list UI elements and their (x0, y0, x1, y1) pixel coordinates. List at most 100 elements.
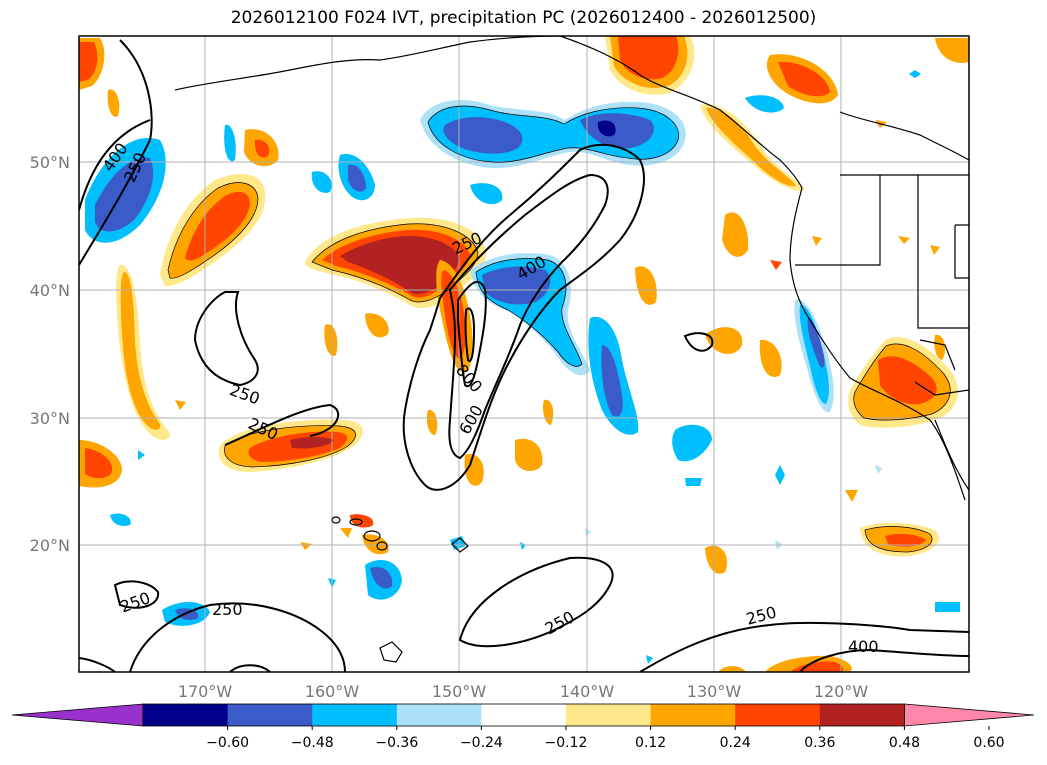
precip-positive-region (107, 89, 120, 117)
precip-positive-region (362, 534, 389, 555)
colorbar-segment (396, 704, 482, 726)
colorbar-segment (735, 704, 821, 726)
precip-positive-region (324, 324, 338, 356)
lon-label: 140°W (560, 682, 615, 701)
precip-positive-region (934, 334, 946, 360)
precip-negative-region (646, 655, 653, 664)
colorbar-segment (566, 704, 652, 726)
precip-negative-region (875, 465, 882, 474)
precip-positive-region (718, 666, 746, 672)
precip-negative-region (672, 424, 712, 462)
precip-negative-region (370, 566, 393, 589)
precip-positive-region (898, 236, 910, 244)
precip-negative-region (110, 513, 131, 526)
map-border (78, 35, 970, 673)
longitude-axis: 170°W 160°W 150°W 140°W 130°W 120°W (178, 682, 869, 701)
precip-positive-region (79, 42, 98, 82)
colorbar-tick-label: −0.24 (460, 735, 503, 751)
lon-label: 120°W (814, 682, 869, 701)
precip-positive-region (426, 409, 438, 435)
colorbar-segment (143, 704, 229, 726)
precip-positive-region (845, 490, 858, 502)
lat-label: 20°N (30, 536, 70, 555)
precip-negative-region (224, 124, 236, 162)
precip-positive-region (778, 61, 830, 97)
lon-label: 130°W (687, 682, 742, 701)
precip-negative-region (443, 117, 523, 154)
colorbar-segment (650, 704, 736, 726)
lon-label: 150°W (432, 682, 487, 701)
precip-positive-region (885, 533, 926, 547)
colorbar-segment (819, 704, 905, 726)
colorbar-tick-label: −0.60 (206, 735, 249, 751)
precip-negative-region (470, 183, 503, 205)
colorbar-border (142, 703, 905, 727)
precip-positive-region (935, 38, 969, 63)
colorbar-tick-label: 0.12 (635, 735, 666, 751)
precip-positive-region (812, 236, 822, 246)
colorbar-segment (227, 704, 313, 726)
precip-negative-region (909, 70, 921, 78)
precip-positive-region (705, 545, 728, 574)
precip-negative-region (601, 345, 623, 417)
precip-outlines (167, 105, 951, 553)
colorbar-tick-label: 0.24 (720, 735, 751, 751)
contour-label: 400 (848, 637, 879, 656)
gridlines (79, 36, 969, 672)
precip-negative-region (138, 450, 145, 460)
ivt-contours (79, 39, 969, 672)
lon-label: 160°W (305, 682, 360, 701)
colorbar-tick-label: 0.36 (804, 735, 835, 751)
precip-positive-region (290, 437, 334, 449)
lon-label: 170°W (178, 682, 233, 701)
precip-positive-region (340, 236, 460, 295)
precip-positive-region (930, 245, 940, 255)
precip-positive-region (340, 528, 352, 538)
precip-positive-region (878, 356, 937, 405)
coastlines (174, 36, 969, 501)
precip-negative-region (520, 542, 526, 550)
precip-positive-region (185, 191, 250, 261)
hawaii-islands (331, 516, 469, 663)
colorbar-tick-label: −0.48 (291, 735, 334, 751)
lat-label: 40°N (30, 281, 70, 300)
precip-negative-region (807, 318, 825, 368)
precip-positive-region (515, 438, 543, 472)
precip-positive-region (300, 542, 312, 550)
precip-negative-region (348, 164, 366, 192)
colorbar: −0.60 −0.48 −0.36 −0.24 −0.12 0.12 0.24 0.36 0.4… (11, 703, 1035, 751)
precip-positive-region (175, 400, 186, 410)
precip-positive-region (770, 260, 782, 270)
precip-negative-region (311, 171, 332, 193)
precip-positive-region (635, 266, 657, 305)
precip-positive-region (85, 448, 113, 479)
precip-positive-region (759, 339, 782, 377)
colorbar-tick-label: −0.36 (375, 735, 418, 751)
precip-positive-region (706, 107, 796, 187)
precip-positive-region (254, 139, 270, 158)
colorbar-segment (312, 704, 398, 726)
precip-positive-region (120, 272, 161, 430)
colorbar-segment (481, 704, 567, 726)
colorbar-tick-label: 0.60 (973, 735, 1004, 751)
precip-positive-region (365, 313, 389, 338)
precip-negative-region (745, 95, 784, 113)
contour-label: 250 (212, 600, 243, 619)
colorbar-extend-low (11, 703, 144, 727)
precip-negative-region (482, 266, 551, 305)
precip-positive-region (722, 212, 749, 257)
precip-positive-region (542, 399, 554, 425)
lat-label: 30°N (30, 409, 70, 428)
colorbar-tick-label: −0.12 (545, 735, 588, 751)
precip-negative-region (775, 465, 785, 485)
precip-negative-region (597, 120, 616, 137)
lat-label: 50°N (30, 153, 70, 172)
map-title: 2026012100 F024 IVT, precipitation PC (2… (230, 8, 817, 28)
precip-negative-region (799, 304, 829, 404)
precip-negative-region (685, 478, 702, 486)
latitude-axis: 50°N 40°N 30°N 20°N (30, 153, 70, 555)
precip-positive-region (464, 454, 484, 486)
shaded-fields (79, 36, 969, 672)
precip-positive-region (618, 36, 679, 80)
